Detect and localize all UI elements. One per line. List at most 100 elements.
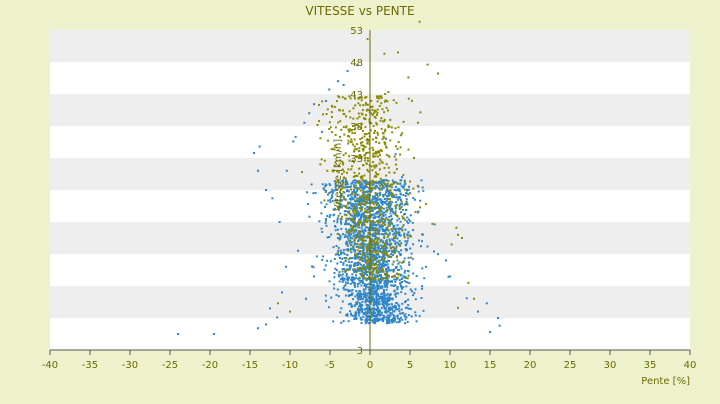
data-point	[403, 234, 406, 237]
data-point	[391, 263, 394, 266]
data-point	[385, 316, 388, 319]
data-point	[374, 207, 377, 209]
data-point	[355, 254, 358, 257]
data-point	[349, 302, 352, 305]
data-point	[376, 307, 379, 310]
data-point	[380, 127, 383, 130]
data-point	[404, 212, 406, 215]
data-point	[398, 312, 401, 315]
data-point	[366, 198, 368, 201]
data-point	[358, 279, 361, 282]
data-point	[331, 196, 334, 198]
data-point	[363, 181, 366, 184]
data-point	[386, 228, 389, 231]
data-point	[377, 306, 379, 309]
data-point	[380, 285, 383, 288]
data-point	[354, 253, 356, 256]
data-point	[339, 199, 342, 201]
data-point	[375, 285, 378, 288]
data-point	[348, 276, 351, 279]
data-point	[391, 217, 394, 220]
data-point	[387, 317, 390, 320]
data-point	[371, 253, 374, 256]
data-point	[392, 99, 395, 102]
y-tick-label: 43	[350, 90, 363, 101]
data-point	[367, 132, 370, 135]
data-point	[386, 263, 389, 266]
x-tick-label: -10	[282, 360, 298, 371]
data-point	[371, 108, 374, 111]
data-point	[387, 194, 390, 197]
data-point	[395, 278, 398, 281]
data-point	[380, 281, 382, 284]
data-point	[417, 190, 420, 193]
data-point	[376, 113, 378, 116]
data-point	[368, 215, 370, 218]
data-point	[357, 230, 360, 233]
data-point	[385, 174, 388, 177]
data-point	[370, 206, 372, 209]
x-tick-label: 15	[484, 360, 497, 371]
data-point	[361, 199, 364, 202]
data-point	[371, 221, 374, 224]
data-point	[376, 108, 379, 111]
data-point	[399, 228, 402, 230]
data-point	[367, 159, 369, 162]
data-point	[352, 175, 355, 178]
data-point	[397, 228, 400, 231]
data-point	[367, 139, 370, 141]
data-point	[385, 233, 388, 236]
data-point	[359, 231, 361, 234]
data-point	[377, 303, 380, 306]
data-point	[376, 260, 378, 263]
data-point	[419, 111, 422, 114]
data-point	[387, 314, 390, 317]
data-point	[337, 214, 340, 217]
data-point	[285, 265, 287, 268]
data-point	[353, 195, 356, 198]
data-point	[383, 299, 386, 302]
data-point	[364, 291, 367, 294]
data-point	[354, 186, 357, 189]
data-point	[371, 201, 374, 204]
data-point	[385, 216, 388, 219]
data-point	[351, 218, 354, 221]
data-point	[392, 284, 395, 287]
data-point	[400, 308, 403, 311]
data-point	[325, 113, 328, 115]
data-point	[382, 268, 384, 271]
data-point	[379, 247, 382, 250]
data-point	[371, 239, 374, 242]
data-point	[385, 189, 388, 192]
data-point	[412, 294, 415, 297]
data-point	[381, 132, 384, 135]
data-point	[343, 170, 345, 173]
data-point	[358, 246, 361, 249]
data-point	[373, 247, 375, 250]
data-point	[370, 260, 373, 262]
data-point	[394, 242, 397, 245]
data-point	[372, 234, 375, 237]
data-point	[383, 120, 386, 123]
data-point	[350, 203, 353, 206]
data-point	[347, 248, 350, 251]
data-point	[400, 205, 403, 208]
data-point	[381, 292, 384, 295]
data-point	[421, 267, 424, 270]
data-point	[353, 220, 356, 223]
data-point	[356, 253, 359, 256]
data-point	[391, 183, 393, 186]
data-point	[354, 193, 357, 196]
data-point	[380, 219, 383, 222]
x-tick-label: 20	[524, 360, 537, 371]
data-point	[378, 168, 381, 171]
data-point	[465, 297, 468, 300]
data-point	[396, 317, 399, 320]
data-point	[410, 252, 413, 255]
data-point	[431, 222, 434, 225]
data-point	[382, 213, 385, 216]
data-point	[333, 207, 336, 210]
data-point	[386, 319, 389, 322]
data-point	[381, 246, 384, 249]
data-point	[349, 283, 352, 285]
